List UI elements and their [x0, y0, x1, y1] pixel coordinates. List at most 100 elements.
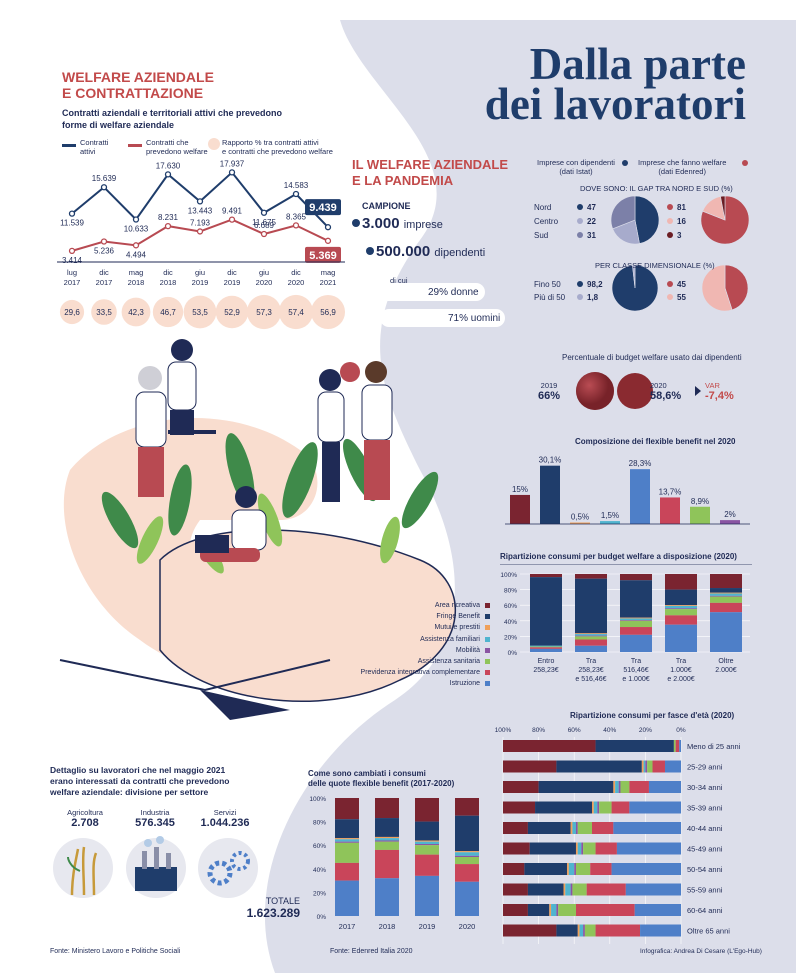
- legend-edenred-l1: Imprese che fanno welfare: [638, 158, 727, 167]
- budget-stacked-bar-chart: 100% 80% 60% 40% 20% 0% Entro 258,23€ Tra 258,23€…: [500, 572, 750, 683]
- y-tick: 60%: [313, 843, 326, 850]
- attivi-point: [228, 169, 236, 176]
- y-tick: 40%: [504, 619, 517, 626]
- x-tick-month: dic: [99, 268, 109, 277]
- budget-cat-l3: e 516,46€: [575, 676, 606, 683]
- ratio-label: 53,5: [192, 308, 208, 317]
- budget-var-value: -7,4%: [705, 390, 734, 402]
- age-segment: [629, 781, 649, 793]
- years-cat: 2019: [419, 922, 436, 931]
- years-segment: [335, 842, 359, 863]
- legend-item-swatch: [485, 647, 490, 653]
- legend-item-label: Mutui e prestiti: [434, 624, 480, 632]
- welfare-subtitle-line1: Contratti aziendali e territoriali attiv…: [62, 108, 283, 118]
- legend-item-label: Assistenza sanitaria: [417, 658, 480, 666]
- budget-segment: [710, 595, 742, 597]
- years-segment: [415, 798, 439, 822]
- flex-bar-label: 15%: [512, 485, 528, 494]
- dipendenti-stat: 500.000 dipendenti: [376, 243, 485, 260]
- age-segment: [673, 740, 676, 752]
- age-segment: [527, 883, 564, 896]
- lavender-panel: [264, 20, 796, 973]
- flex-bar-label: 13,7%: [659, 487, 682, 496]
- y-tick: 0%: [317, 914, 327, 921]
- budget-2019-value: 66%: [538, 390, 561, 402]
- area-edenred-dot: [667, 204, 673, 210]
- age-segment: [572, 883, 587, 896]
- ratio-bubble: [91, 299, 117, 325]
- age-segment: [538, 781, 614, 793]
- flex-bar: [600, 521, 620, 524]
- age-segment: [503, 883, 528, 896]
- size-label: Più di 50: [534, 293, 566, 302]
- budget-segment: [665, 615, 697, 625]
- welfare-label: 9.491: [222, 207, 243, 216]
- x-tick-year: 2019: [192, 278, 209, 287]
- age-segment: [556, 924, 578, 937]
- ratio-label: 42,3: [128, 308, 144, 317]
- years-segment: [415, 841, 439, 845]
- legend-attivi-swatch: [62, 144, 76, 147]
- x-tick-year: 2018: [128, 278, 145, 287]
- x-tick: 80%: [532, 727, 545, 734]
- totale-block: TOTALE 1.623.289: [230, 896, 300, 920]
- budget-cat-l3: e 1.000€: [622, 676, 649, 683]
- age-segment: [503, 781, 539, 793]
- budget-cat-l2: 2.000€: [715, 667, 737, 674]
- budget-segment: [620, 627, 652, 635]
- age-label: 30-34 anni: [687, 783, 723, 792]
- x-tick-month: dic: [291, 268, 301, 277]
- attivi-label: 10.633: [124, 224, 149, 233]
- x-tick-year: 2019: [224, 278, 241, 287]
- y-tick: 20%: [313, 890, 326, 897]
- years-segment: [335, 862, 359, 881]
- age-segment: [567, 863, 569, 875]
- welfare-point: [292, 222, 300, 229]
- age-segment: [575, 904, 635, 916]
- welfare-label: 8.365: [286, 212, 307, 221]
- var-arrow-icon: [695, 386, 701, 396]
- budget-segment: [665, 608, 697, 610]
- di-cui-label: di cui: [390, 276, 408, 285]
- years-segment: [455, 881, 479, 916]
- age-label: 45-49 anni: [687, 845, 723, 854]
- size-edenred-dot: [667, 281, 673, 287]
- legend-item-swatch: [485, 614, 490, 620]
- legend-item-label: Assistenza familiari: [420, 635, 480, 643]
- attivi-last-badge: [305, 199, 341, 216]
- age-segment: [570, 883, 573, 896]
- age-segment: [640, 924, 681, 937]
- attivi-label: 14.583: [284, 181, 309, 190]
- years-segment: [375, 841, 399, 850]
- x-tick: 40%: [603, 727, 616, 734]
- area-label: Sud: [534, 231, 548, 240]
- age-label: 35-39 anni: [687, 804, 723, 813]
- line-chart-legend: Contratti attivi Contratti che prevedono…: [62, 138, 362, 162]
- age-segment: [664, 760, 681, 773]
- age-segment: [549, 904, 552, 916]
- age-label: Oltre 65 anni: [687, 927, 730, 936]
- welfare-title-line1: WELFARE AZIENDALE: [62, 69, 214, 85]
- age-segment: [597, 801, 600, 814]
- budget-segment: [575, 634, 607, 636]
- age-segment: [620, 781, 630, 793]
- ratio-bubble: [278, 294, 314, 330]
- legend-item-label: Area ricreativa: [434, 602, 480, 610]
- size-istat-value: 98,2: [587, 280, 603, 289]
- age-segment: [568, 863, 575, 875]
- legend-ratio-l2: e contratti che prevedono welfare: [222, 147, 333, 156]
- age-segment: [575, 863, 591, 875]
- age-segment: [590, 863, 612, 875]
- age-segment: [577, 924, 580, 937]
- age-segment: [599, 801, 612, 814]
- y-tick: 100%: [309, 796, 326, 803]
- area-edenred-slice: [700, 195, 750, 245]
- budget-2019: 2019 66%: [538, 381, 560, 402]
- welfare-section-title: WELFARE AZIENDALE E CONTRATTAZIONE: [62, 69, 214, 101]
- flex-benefit-bar-chart: 15% 30,1% 0,5% 1,5% 28,3% 13,7% 8,9% 2%: [505, 456, 750, 525]
- budget-segment: [710, 593, 742, 596]
- years-segment: [455, 798, 479, 816]
- age-segment: [503, 760, 557, 773]
- flex-bar: [720, 520, 740, 524]
- area-istat-slice: [634, 195, 660, 244]
